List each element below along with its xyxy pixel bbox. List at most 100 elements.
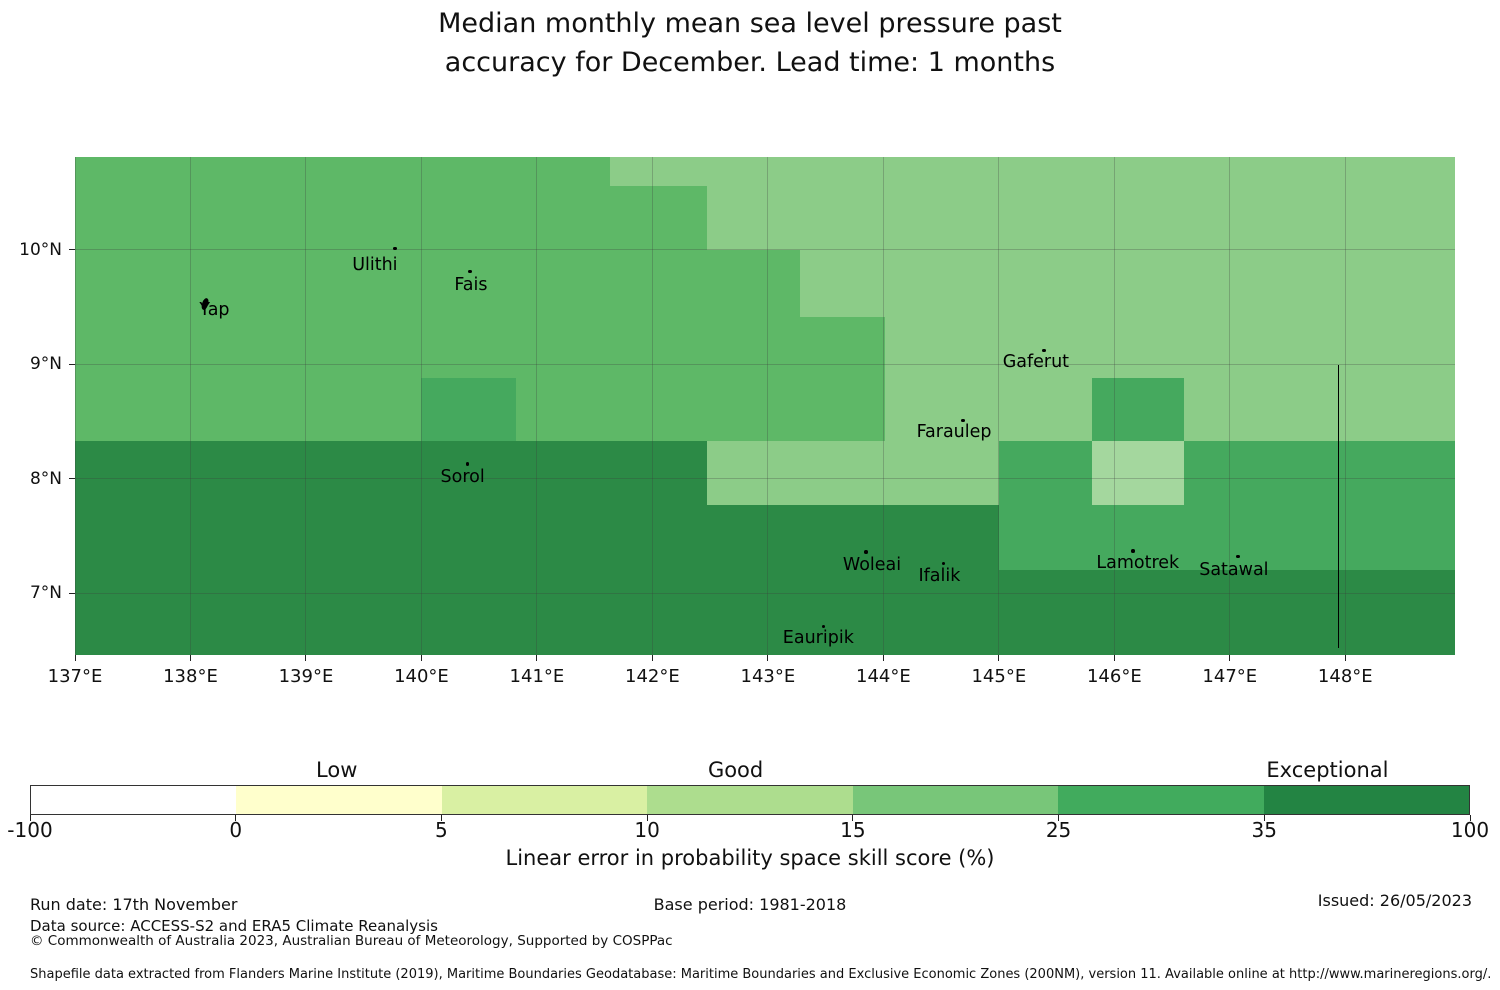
chart-title: Median monthly mean sea level pressure p…	[0, 4, 1500, 82]
colorbar-tick-label: -100	[7, 818, 53, 842]
x-axis-tick	[998, 655, 1000, 661]
colorbar-tick-label: 100	[1450, 818, 1490, 842]
map-region-dark-south-central	[706, 505, 999, 655]
eez-boundary-line	[1337, 365, 1340, 649]
island-marker-sorol	[465, 462, 470, 466]
map-region-dark-southeast	[998, 570, 1455, 655]
colorbar-tick	[1058, 815, 1060, 821]
island-label-ulithi: Ulithi	[352, 254, 398, 275]
latitude-gridline	[75, 478, 1455, 480]
island-label-woleai: Woleai	[842, 554, 902, 575]
footer-shapefile-note: Shapefile data extracted from Flanders M…	[30, 967, 1492, 982]
island-label-yap: Yap	[199, 299, 230, 320]
map-plot-area: Yap Ulithi Fais Sorol Gaferut Faraulep Woleai I…	[75, 157, 1455, 655]
island-marker-lamotrek	[1131, 549, 1135, 553]
colorbar-tick-label: 0	[229, 818, 243, 842]
y-axis-tick-label: 10°N	[19, 239, 62, 260]
island-marker-faraulep	[961, 418, 965, 423]
x-axis-tick-label: 148°E	[1317, 666, 1373, 687]
longitude-gridline	[767, 157, 769, 655]
colorbar-segment	[1263, 786, 1469, 814]
island-marker-woleai	[864, 550, 868, 554]
x-axis-tick-label: 137°E	[47, 666, 103, 687]
island-marker-satawal	[1236, 554, 1240, 559]
island-marker-gaferut	[1042, 348, 1046, 353]
island-label-satawal: Satawal	[1199, 559, 1269, 580]
latitude-gridline	[75, 249, 1455, 251]
colorbar-tick	[1263, 815, 1265, 821]
longitude-gridline	[189, 157, 191, 655]
map-region-sorol-cell	[421, 377, 517, 441]
colorbar-tick	[29, 815, 31, 821]
colorbar-segment	[647, 786, 853, 814]
map-region-light-ne-3	[800, 249, 1455, 318]
footer-run-date: Run date: 17th November	[30, 895, 238, 914]
colorbar-section-label-good: Good	[707, 758, 764, 782]
island-label-ifalik: Ifalik	[918, 566, 961, 587]
x-axis-tick	[305, 655, 307, 661]
x-axis-tick	[420, 655, 422, 661]
map-region-light-dip-central	[706, 440, 999, 506]
x-axis-tick	[1113, 655, 1115, 661]
longitude-gridline	[651, 157, 653, 655]
longitude-gridline	[1229, 157, 1231, 655]
latitude-gridline	[75, 592, 1455, 594]
footer-issued-date: Issued: 26/05/2023	[1317, 891, 1472, 910]
island-label-eauripik: Eauripik	[782, 628, 854, 649]
x-axis-tick	[651, 655, 653, 661]
x-axis-tick-label: 143°E	[740, 666, 796, 687]
longitude-gridline	[305, 157, 307, 655]
longitude-gridline	[420, 157, 422, 655]
island-marker-ulithi	[393, 246, 397, 251]
footer-base-period: Base period: 1981-2018	[653, 895, 847, 914]
x-axis-tick-label: 142°E	[625, 666, 680, 687]
colorbar-tick	[852, 815, 854, 821]
x-axis-tick	[767, 655, 769, 661]
colorbar-tick-label: 5	[435, 818, 448, 842]
longitude-gridline	[882, 157, 884, 655]
map-region-light-ne-2	[706, 185, 1455, 250]
colorbar	[30, 785, 1470, 815]
x-axis-tick-label: 145°E	[971, 666, 1027, 687]
footer-data-source: Data source: ACCESS-S2 and ERA5 Climate …	[30, 917, 438, 935]
map-region-light-cell-146e	[1092, 440, 1184, 506]
colorbar-tick	[1469, 815, 1471, 821]
colorbar-tick-label: 35	[1251, 818, 1278, 842]
colorbar-tick-label: 15	[840, 818, 866, 842]
y-axis-tick-label: 9°N	[29, 354, 62, 375]
x-axis-tick-label: 146°E	[1086, 666, 1142, 687]
x-axis-tick-label: 140°E	[394, 666, 449, 687]
x-axis-tick-label: 147°E	[1202, 666, 1258, 687]
colorbar-section-label-exceptional: Exceptional	[1266, 758, 1389, 782]
x-axis-tick-label: 141°E	[509, 666, 565, 687]
colorbar-segment	[441, 786, 648, 814]
colorbar-segment	[236, 786, 442, 814]
x-axis-tick-label: 144°E	[855, 666, 911, 687]
map-region-light-ne-1	[609, 157, 1455, 186]
chart-title-line2: accuracy for December. Lead time: 1 mont…	[444, 47, 1056, 78]
colorbar-segment	[852, 786, 1059, 814]
colorbar-tick-label: 10	[634, 818, 660, 842]
colorbar-tick	[646, 815, 648, 821]
colorbar-tick-label: 25	[1045, 818, 1072, 842]
colorbar-axis-label: Linear error in probability space skill …	[505, 846, 995, 870]
footer-copyright: © Commonwealth of Australia 2023, Austra…	[30, 933, 673, 949]
y-axis-tick-label: 8°N	[29, 468, 62, 489]
x-axis-tick-label: 139°E	[278, 666, 334, 687]
x-axis-tick-label: 138°E	[163, 666, 218, 687]
longitude-gridline	[1344, 157, 1346, 655]
colorbar-section-label-low: Low	[316, 758, 358, 782]
x-axis-tick	[1344, 655, 1346, 661]
map-region-medium-band-southeast	[998, 440, 1455, 571]
map-region-gaferut-cell	[1092, 377, 1184, 441]
island-marker-ifalik	[941, 561, 946, 566]
y-axis-tick	[69, 249, 75, 251]
y-axis-tick	[69, 363, 75, 365]
x-axis-tick	[536, 655, 538, 661]
colorbar-tick	[235, 815, 237, 821]
colorbar-segment	[1058, 786, 1264, 814]
longitude-gridline	[75, 157, 76, 655]
x-axis-tick	[189, 655, 191, 661]
island-label-lamotrek: Lamotrek	[1096, 552, 1180, 573]
x-axis-tick	[882, 655, 884, 661]
